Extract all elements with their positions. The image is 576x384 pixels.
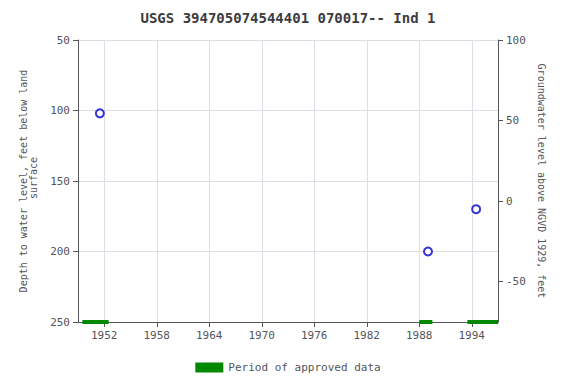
svg-text:50: 50 — [506, 114, 519, 127]
svg-text:1988: 1988 — [406, 329, 433, 342]
svg-text:200: 200 — [50, 245, 70, 258]
svg-text:1964: 1964 — [196, 329, 223, 342]
svg-text:USGS 394705074544401 070017--: USGS 394705074544401 070017-- Ind 1 — [140, 10, 435, 26]
svg-text:Depth to water level, feet bel: Depth to water level, feet below land — [17, 69, 29, 293]
svg-text:1976: 1976 — [301, 329, 328, 342]
svg-text:Period of approved data: Period of approved data — [228, 361, 380, 374]
svg-text:100: 100 — [506, 34, 526, 47]
svg-text:50: 50 — [57, 34, 70, 47]
svg-text:250: 250 — [50, 316, 70, 329]
svg-text:-50: -50 — [506, 275, 526, 288]
svg-text:100: 100 — [50, 104, 70, 117]
svg-text:Groundwater level above NGVD 1: Groundwater level above NGVD 1929, feet — [536, 64, 547, 299]
svg-text:1994: 1994 — [459, 329, 486, 342]
svg-text:1952: 1952 — [91, 329, 118, 342]
svg-text:1958: 1958 — [144, 329, 171, 342]
svg-text:1982: 1982 — [354, 329, 381, 342]
svg-text:0: 0 — [506, 195, 513, 208]
svg-text:150: 150 — [50, 175, 70, 188]
svg-text:1970: 1970 — [249, 329, 276, 342]
svg-text:surface: surface — [28, 157, 39, 205]
